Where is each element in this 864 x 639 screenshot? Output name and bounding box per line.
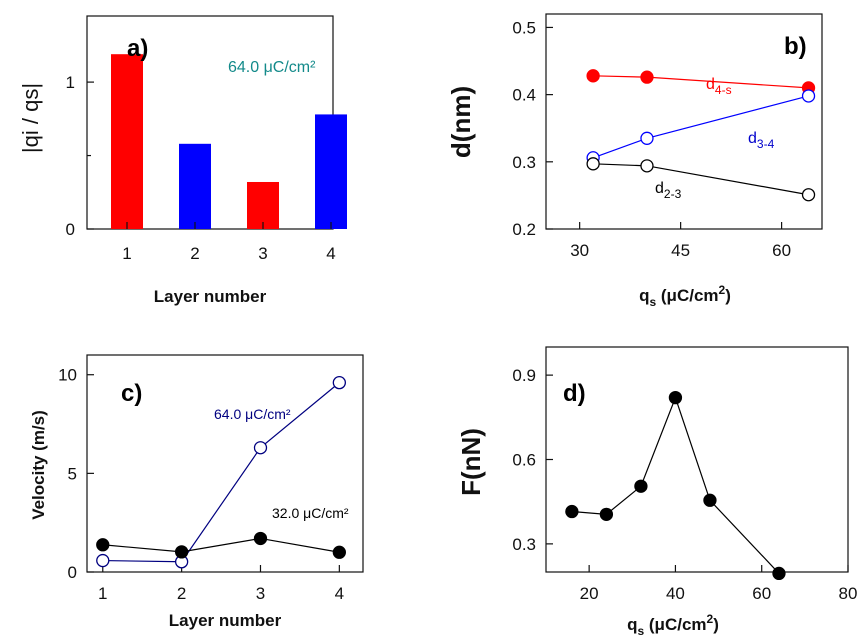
panel-a-ylabel: |qi / qs|	[18, 83, 43, 153]
data-point	[565, 504, 579, 519]
y-tick-label: 10	[58, 366, 77, 385]
series-line-1	[592, 95, 809, 159]
series-label-d34: d3-4	[748, 130, 775, 151]
panel-b-frame	[545, 13, 823, 230]
data-point	[174, 545, 189, 559]
data-point	[634, 479, 648, 493]
panel-b: 30 45 60 0.2 0.3 0.4 0.5 b) d4-s d3-4 d2-3 qs …	[446, 13, 823, 309]
y-tick-label: 0	[66, 220, 75, 239]
y-tick-label: 0.2	[512, 220, 536, 239]
data-point	[801, 188, 816, 202]
panel-d-xlabel: qs (μC/cm2)	[627, 612, 719, 638]
x-tick-label: 4	[326, 244, 335, 263]
y-tick-label: 1	[66, 73, 75, 92]
panel-a-bars	[111, 54, 347, 230]
panel-d-ticks: 20 40 60 80 0.3 0.6 0.9	[512, 366, 857, 603]
panel-c: 1 2 3 4 0 5 10 c) 64.0 μC/cm² 32.0 μC/cm² Laye…	[29, 354, 364, 630]
x-tick-label: 2	[190, 244, 199, 263]
panel-a: 1 2 3 4 0 1 a) 64.0 μC/cm² Layer number |qi /…	[18, 15, 347, 306]
panel-a-annotation: 64.0 μC/cm²	[228, 59, 316, 76]
series-line-1	[102, 537, 340, 553]
x-tick-label: 40	[666, 584, 685, 603]
data-point	[640, 131, 654, 145]
panel-d-ylabel: F(nN)	[456, 428, 486, 496]
series-line-0	[593, 75, 809, 89]
data-point	[96, 538, 110, 552]
data-point	[640, 159, 654, 173]
panel-b-ticks: 30 45 60 0.2 0.3 0.4 0.5	[512, 18, 791, 260]
data-point	[801, 89, 816, 103]
y-tick-label: 0	[68, 563, 77, 582]
data-point	[332, 545, 346, 559]
series-label-64: 64.0 μC/cm²	[214, 406, 291, 422]
y-tick-label: 0.3	[512, 153, 536, 172]
x-tick-label: 1	[98, 584, 107, 603]
y-tick-label: 0.9	[512, 366, 536, 385]
panel-c-frame	[86, 354, 364, 573]
x-tick-label: 3	[258, 244, 267, 263]
x-tick-label: 60	[752, 584, 771, 603]
panel-c-ticks: 1 2 3 4 0 5 10	[58, 366, 344, 603]
y-tick-label: 0.5	[512, 18, 536, 37]
series-line-0	[571, 395, 780, 574]
data-point	[253, 441, 268, 455]
data-point	[586, 69, 600, 83]
x-tick-label: 30	[570, 241, 589, 260]
series-label-32: 32.0 μC/cm²	[272, 505, 349, 521]
bar-layer-4	[315, 114, 347, 229]
bar-layer-1	[111, 54, 143, 230]
x-tick-label: 80	[839, 584, 858, 603]
y-tick-label: 0.6	[512, 451, 536, 470]
data-point	[703, 493, 717, 507]
panel-d: 20 40 60 80 0.3 0.6 0.9 d) qs (μC/cm2) F(nN)	[456, 346, 857, 638]
data-point	[668, 390, 683, 405]
panel-c-ylabel: Velocity (m/s)	[29, 410, 48, 520]
x-tick-label: 60	[772, 241, 791, 260]
x-tick-label: 45	[671, 241, 690, 260]
data-point	[96, 553, 110, 568]
y-tick-label: 5	[68, 464, 77, 483]
panel-d-label: d)	[563, 380, 586, 407]
y-tick-label: 0.3	[512, 535, 536, 554]
series-label-d23: d2-3	[655, 180, 682, 201]
panel-d-series	[565, 390, 786, 581]
panel-b-series	[586, 69, 816, 202]
panel-c-xlabel: Layer number	[169, 611, 282, 630]
data-point	[772, 566, 786, 581]
panel-c-label: c)	[121, 380, 142, 407]
series-label-d4s: d4-s	[706, 76, 732, 97]
series-line-0	[102, 382, 340, 563]
data-point	[640, 70, 654, 84]
panel-b-xlabel: qs (μC/cm2)	[639, 283, 731, 309]
data-point	[253, 531, 268, 546]
panel-b-ylabel: d(nm)	[446, 86, 476, 158]
panel-c-series	[96, 375, 346, 569]
bar-layer-3	[247, 181, 279, 229]
x-tick-label: 4	[335, 584, 344, 603]
panel-d-frame	[545, 346, 849, 573]
bar-layer-2	[179, 143, 211, 229]
x-tick-label: 3	[256, 584, 265, 603]
panel-a-xlabel: Layer number	[154, 287, 267, 306]
y-tick-label: 0.4	[512, 86, 536, 105]
data-point	[586, 157, 600, 171]
data-point	[332, 375, 346, 390]
series-line-2	[593, 163, 809, 196]
x-tick-label: 2	[177, 584, 186, 603]
data-point	[599, 507, 614, 521]
x-tick-label: 1	[122, 244, 131, 263]
panel-a-label: a)	[127, 35, 148, 62]
panel-a-ticks: 1 2 3 4 0 1	[66, 73, 336, 263]
panel-b-label: b)	[784, 33, 807, 60]
x-tick-label: 20	[580, 584, 599, 603]
